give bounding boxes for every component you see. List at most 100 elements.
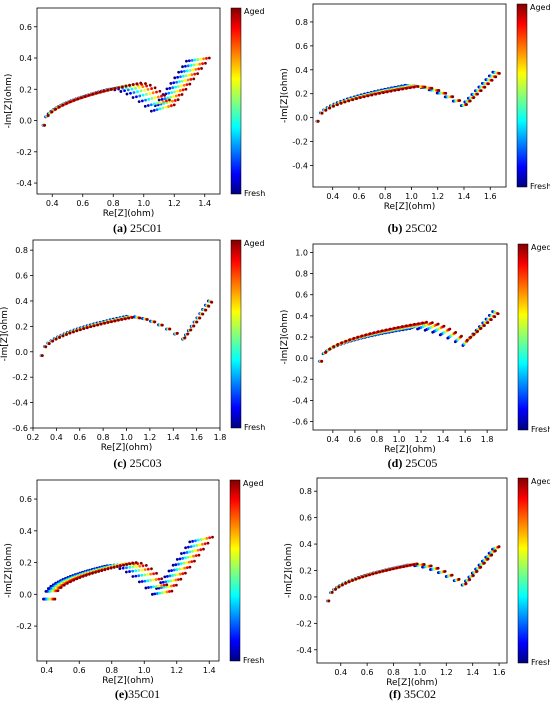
data-point xyxy=(374,92,378,96)
data-point xyxy=(358,576,361,580)
data-point xyxy=(161,323,164,327)
data-point xyxy=(180,70,183,74)
y-tick-label: 0.2 xyxy=(19,85,32,94)
data-point xyxy=(378,91,382,95)
data-point xyxy=(140,580,144,583)
data-point xyxy=(158,591,162,595)
data-point xyxy=(372,331,376,335)
data-point xyxy=(197,67,201,71)
data-point xyxy=(76,97,80,101)
x-tick-label: 0.4 xyxy=(50,433,63,442)
data-point xyxy=(131,569,135,573)
x-axis-label: Re[Z](ohm) xyxy=(101,443,153,453)
data-point xyxy=(153,320,157,324)
y-tick-label: 0.4 xyxy=(15,297,28,306)
data-point xyxy=(324,108,328,112)
colorbar-aged-label: Aged xyxy=(530,3,550,12)
plot-frame xyxy=(312,243,508,431)
data-point xyxy=(200,542,204,546)
data-point xyxy=(135,82,139,86)
data-point xyxy=(85,326,89,330)
data-point xyxy=(163,575,167,579)
data-point xyxy=(190,58,194,62)
data-point xyxy=(155,587,158,590)
data-point xyxy=(141,85,145,89)
data-point xyxy=(195,320,199,324)
data-point xyxy=(168,327,172,331)
data-point xyxy=(183,336,187,340)
data-point xyxy=(476,92,479,96)
x-tick-label: 0.4 xyxy=(326,435,339,444)
data-point xyxy=(396,325,400,329)
data-point xyxy=(148,83,152,87)
data-point xyxy=(117,86,120,90)
y-tick-label: -0.2 xyxy=(296,619,312,628)
data-point xyxy=(139,89,143,93)
data-point xyxy=(124,84,128,88)
data-point xyxy=(148,92,152,96)
data-point xyxy=(196,548,200,552)
caption-letter: (d) xyxy=(387,456,403,470)
data-point xyxy=(364,574,368,578)
data-point xyxy=(392,326,396,330)
data-point xyxy=(174,583,178,587)
data-point xyxy=(109,88,113,91)
data-point xyxy=(138,94,142,98)
data-point xyxy=(489,318,493,322)
data-point xyxy=(468,99,472,103)
data-point xyxy=(181,88,185,92)
data-point xyxy=(146,573,150,576)
data-point xyxy=(137,574,141,578)
data-point xyxy=(382,91,385,94)
data-point xyxy=(174,563,178,567)
data-point xyxy=(415,562,419,566)
data-point xyxy=(356,335,360,339)
caption-e: (e)35C01 xyxy=(0,687,275,702)
x-tick-label: 1.6 xyxy=(484,192,497,201)
caption-letter: (e) xyxy=(114,687,129,701)
y-axis-label: -Im[Z](ohm) xyxy=(0,307,10,362)
data-point xyxy=(189,545,193,548)
data-point xyxy=(137,100,141,104)
data-point xyxy=(189,328,193,332)
data-point xyxy=(376,330,380,334)
data-point xyxy=(156,95,160,99)
data-point xyxy=(189,64,193,67)
data-point xyxy=(187,73,191,77)
data-point xyxy=(121,566,125,570)
data-point xyxy=(163,590,166,594)
data-point xyxy=(165,87,169,91)
y-tick-label: 0.0 xyxy=(15,348,28,357)
x-axis-label: Re[Z](ohm) xyxy=(102,676,154,686)
data-point xyxy=(166,579,170,583)
data-point xyxy=(129,91,132,95)
data-point xyxy=(429,564,433,568)
data-point xyxy=(490,553,494,557)
nyquist-series xyxy=(315,70,501,123)
caption-b: (b) 25C02 xyxy=(275,221,550,236)
data-point xyxy=(198,316,202,320)
data-point xyxy=(59,586,63,589)
data-point xyxy=(176,578,180,581)
data-point xyxy=(97,570,101,573)
data-point xyxy=(58,105,61,109)
y-tick-label: -0.2 xyxy=(12,373,28,382)
data-point xyxy=(87,572,91,576)
data-point xyxy=(65,333,68,336)
data-point xyxy=(110,320,113,324)
data-point xyxy=(182,83,186,87)
data-point xyxy=(136,90,139,94)
data-point xyxy=(158,107,162,111)
data-point xyxy=(61,103,65,107)
x-tick-label: 0.4 xyxy=(40,666,53,675)
data-point xyxy=(158,100,162,104)
y-tick-label: 0.6 xyxy=(19,495,32,504)
data-point xyxy=(94,570,97,574)
data-point xyxy=(40,354,44,357)
data-point xyxy=(130,87,134,91)
data-point xyxy=(157,577,161,581)
y-tick-label: 0.4 xyxy=(19,54,32,63)
data-point xyxy=(348,338,352,342)
data-point xyxy=(361,575,365,579)
data-point xyxy=(96,323,100,327)
